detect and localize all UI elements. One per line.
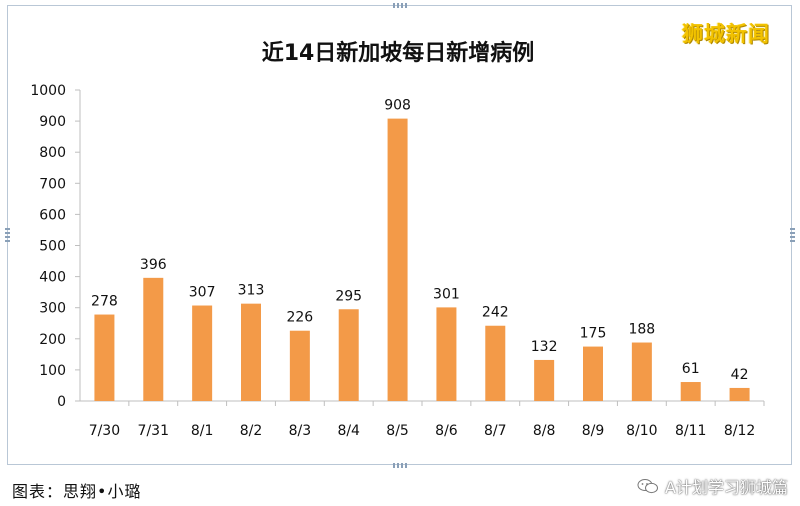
data-label: 226: [286, 310, 313, 326]
y-tick-label: 1000: [30, 83, 66, 99]
bar: [94, 314, 115, 401]
x-tick-label: 8/4: [337, 423, 360, 439]
y-tick-label: 600: [39, 207, 66, 223]
x-tick-label: 7/31: [138, 423, 169, 439]
data-label: 908: [384, 98, 411, 114]
x-tick-label: 8/3: [289, 423, 312, 439]
y-tick-label: 400: [39, 270, 66, 286]
data-label: 42: [731, 367, 749, 383]
y-tick-label: 700: [39, 176, 66, 192]
resize-handle-top[interactable]: [393, 3, 407, 8]
data-label: 301: [433, 286, 460, 302]
data-label: 278: [91, 294, 118, 310]
bar: [729, 387, 750, 401]
y-tick-label: 800: [39, 145, 66, 161]
chart-title: 近14日新加坡每日新增病例: [262, 40, 535, 66]
data-label: 188: [628, 322, 655, 338]
data-label: 175: [580, 326, 607, 342]
bar: [289, 330, 310, 401]
bar-chart: 近14日新加坡每日新增病例 0 100 200 300 400 500 600 700 800 9…: [30, 40, 765, 439]
data-label: 242: [482, 305, 509, 321]
x-tick-label: 8/1: [191, 423, 214, 439]
data-label: 295: [335, 288, 362, 304]
y-tick-label: 300: [39, 301, 66, 317]
bar: [241, 303, 261, 401]
resize-handle-left[interactable]: [5, 228, 10, 242]
bar: [583, 346, 603, 401]
x-tick-label: 8/5: [386, 423, 409, 439]
x-tick-label: 8/10: [626, 423, 657, 439]
y-tick-label: 900: [39, 114, 66, 130]
account-tag: A计划学习狮城篇: [637, 474, 788, 498]
x-tick-label: 7/30: [89, 423, 120, 439]
x-tick-label: 8/12: [724, 423, 755, 439]
x-tick-label: 8/2: [240, 423, 263, 439]
plot-area: 0 100 200 300 400 500 600 700 800 900 1000 278 7/30 3…: [30, 83, 765, 439]
x-tick-label: 8/11: [675, 423, 706, 439]
y-tick-label: 0: [57, 394, 66, 410]
bar: [192, 305, 213, 401]
x-tick-label: 8/9: [582, 423, 605, 439]
chart-credit: 图表：思翔•小璐: [12, 482, 142, 501]
y-tick-label: 500: [39, 239, 66, 255]
resize-handle-bottom[interactable]: [393, 463, 407, 468]
data-label: 307: [189, 285, 216, 301]
data-label: 61: [682, 361, 700, 377]
data-label: 313: [238, 283, 265, 299]
bar: [338, 309, 359, 401]
y-tick-label: 200: [39, 332, 66, 348]
x-tick-label: 8/7: [484, 423, 507, 439]
bar: [436, 307, 457, 401]
bar: [631, 342, 652, 401]
data-label: 396: [140, 257, 167, 273]
brand-watermark: 狮城新闻: [682, 22, 770, 46]
bar: [680, 382, 701, 401]
x-tick-label: 8/6: [435, 423, 458, 439]
x-tick-label: 8/8: [533, 423, 556, 439]
data-label: 132: [531, 339, 558, 355]
resize-handle-right[interactable]: [790, 228, 795, 242]
account-name: A计划学习狮城篇: [665, 478, 788, 497]
bar: [387, 118, 408, 401]
y-tick-label: 100: [39, 363, 66, 379]
bar: [143, 277, 164, 401]
bar: [534, 359, 555, 401]
bar: [485, 325, 506, 401]
wechat-icon: [637, 479, 659, 494]
